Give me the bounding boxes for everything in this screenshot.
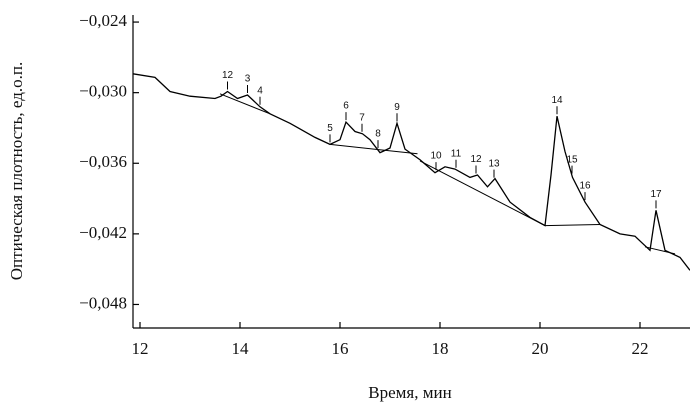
peak-label: 12 — [470, 154, 482, 165]
y-tick-label: −0,048 — [79, 293, 127, 312]
peak-label: 17 — [650, 189, 662, 200]
x-tick-label: 20 — [532, 339, 549, 358]
baseline — [419, 160, 546, 227]
baseline — [329, 143, 418, 155]
x-axis-title: Время, мин — [368, 383, 451, 402]
peak-label: 16 — [579, 181, 591, 192]
peak-label: 8 — [375, 129, 381, 140]
peak-label: 3 — [245, 74, 251, 85]
peak-label: 9 — [394, 102, 400, 113]
peak-label: 14 — [551, 95, 563, 106]
y-tick-label: −0,042 — [79, 223, 127, 242]
peak-label: 11 — [451, 148, 462, 159]
peak-label: 7 — [359, 112, 365, 123]
y-axis-title: Оптическая плотность, ед.о.п. — [7, 62, 26, 280]
trace — [132, 73, 690, 271]
peak-label: 4 — [257, 85, 263, 96]
x-tick-label: 18 — [432, 339, 449, 358]
peak-label: 6 — [343, 101, 349, 112]
x-tick-label: 12 — [132, 339, 149, 358]
x-tick-label: 14 — [232, 339, 250, 358]
baseline — [219, 93, 271, 115]
peak-label: 13 — [488, 158, 500, 169]
y-tick-label: −0,030 — [79, 82, 127, 101]
x-tick-label: 16 — [332, 339, 349, 358]
peak-label: 15 — [566, 154, 578, 165]
peak-label: 12 — [222, 70, 234, 81]
baseline — [644, 246, 676, 255]
peak-label: 5 — [327, 123, 333, 134]
y-tick-label: −0,036 — [79, 152, 127, 171]
x-tick-label: 22 — [632, 339, 649, 358]
baseline — [544, 224, 601, 227]
y-tick-label: −0,024 — [79, 11, 127, 30]
peak-label: 10 — [430, 151, 442, 162]
